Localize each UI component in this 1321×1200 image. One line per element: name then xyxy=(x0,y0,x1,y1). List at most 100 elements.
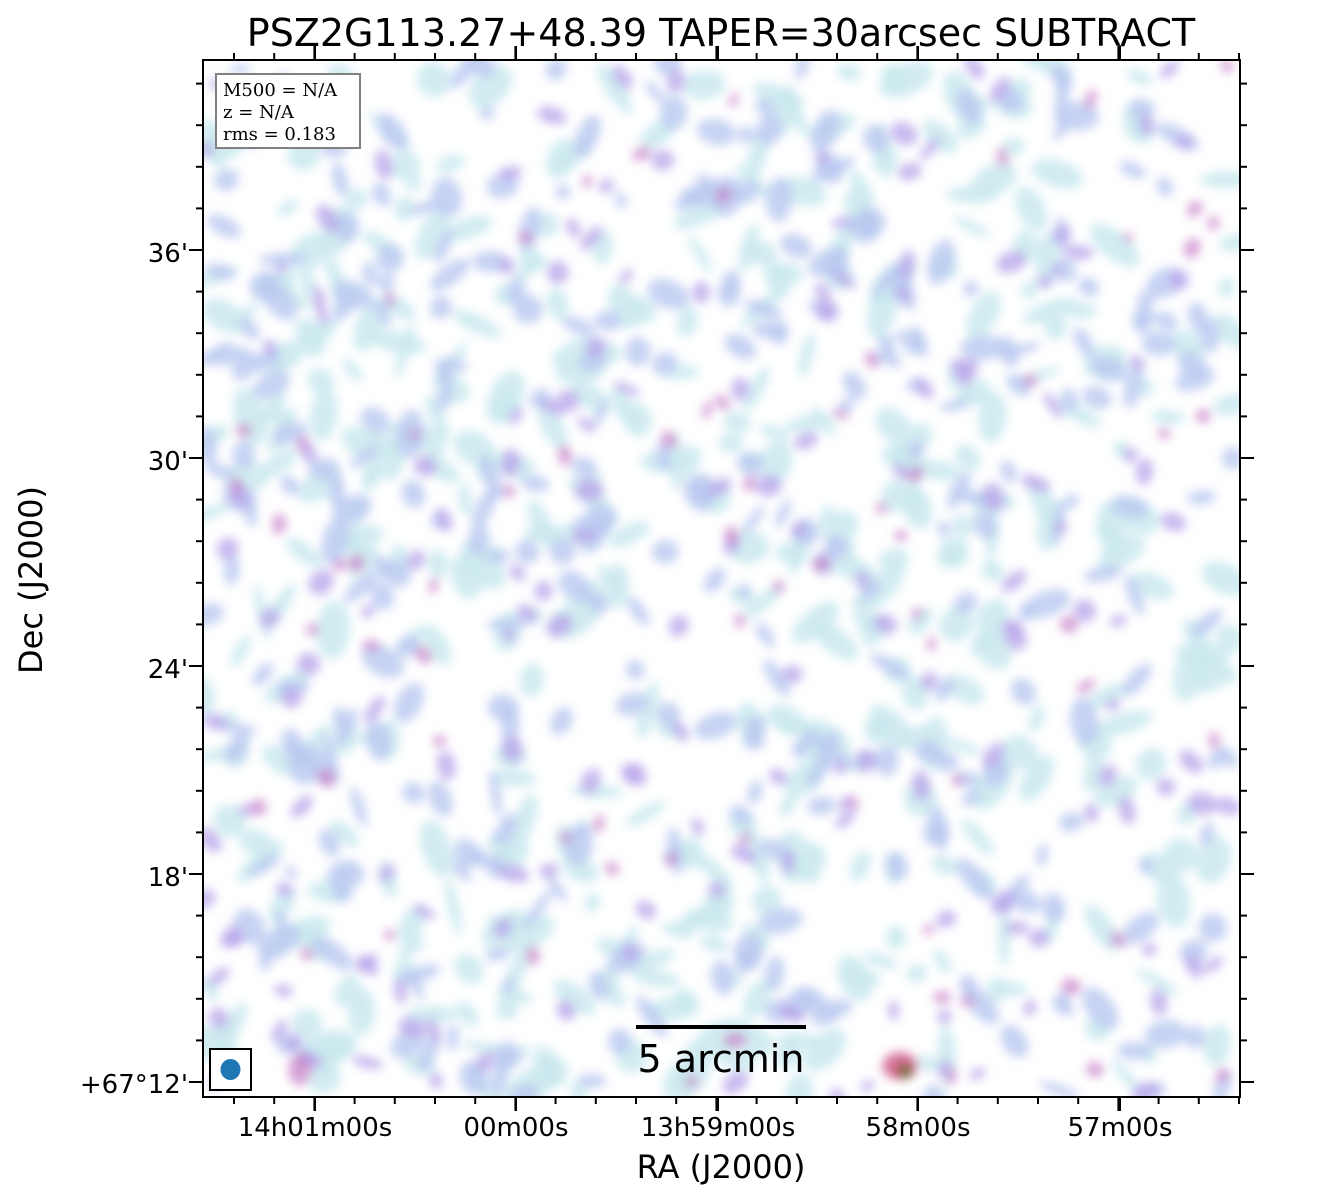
emission-blob xyxy=(1201,561,1240,597)
emission-blob xyxy=(755,622,776,648)
emission-blob xyxy=(1020,474,1051,493)
emission-blob xyxy=(454,953,484,985)
radio-image-field xyxy=(203,60,1240,1097)
emission-blob xyxy=(1182,1025,1207,1049)
emission-blob xyxy=(1198,913,1228,943)
emission-blob xyxy=(755,474,783,497)
emission-blob xyxy=(893,463,908,480)
emission-blob xyxy=(1001,735,1039,770)
emission-blob xyxy=(285,1033,303,1053)
x-tick-label: 00m00s xyxy=(463,1113,568,1143)
emission-blob xyxy=(806,769,822,787)
emission-blob xyxy=(360,406,390,434)
emission-blob xyxy=(660,430,678,449)
emission-blob xyxy=(539,862,559,879)
emission-blob xyxy=(822,999,854,1017)
y-axis-label: Dec (J2000) xyxy=(12,486,50,674)
emission-blob xyxy=(1162,837,1198,874)
emission-blob xyxy=(216,537,239,561)
emission-blob xyxy=(275,261,288,274)
emission-blob xyxy=(316,302,329,326)
emission-blob xyxy=(939,605,974,643)
emission-blob xyxy=(618,269,633,285)
emission-blob xyxy=(280,687,303,709)
emission-blob xyxy=(545,60,567,81)
emission-blob xyxy=(927,239,956,286)
emission-blob xyxy=(1156,873,1191,929)
emission-blob xyxy=(1144,1019,1187,1049)
emission-blob xyxy=(479,106,496,120)
emission-blob xyxy=(625,659,645,681)
emission-blob xyxy=(855,570,870,588)
emission-blob xyxy=(878,334,896,356)
emission-blob xyxy=(249,271,280,301)
emission-blob xyxy=(956,858,993,900)
emission-blob xyxy=(933,949,952,974)
emission-blob xyxy=(431,177,463,218)
emission-blob xyxy=(320,517,350,566)
emission-blob xyxy=(350,786,368,828)
emission-blob xyxy=(1072,599,1097,623)
emission-blob xyxy=(1023,588,1071,619)
emission-blob xyxy=(737,126,756,144)
emission-blob xyxy=(296,435,309,452)
y-tick-label: +67°12' xyxy=(80,1070,188,1100)
emission-blob xyxy=(1023,999,1037,1017)
emission-blob xyxy=(1191,608,1223,638)
emission-blob xyxy=(1183,237,1201,259)
emission-blob xyxy=(775,715,800,736)
emission-blob xyxy=(1203,1024,1231,1067)
emission-blob xyxy=(842,371,867,400)
info-rms: rms = 0.183 xyxy=(223,124,336,145)
emission-blob xyxy=(811,406,836,437)
emission-blob xyxy=(592,814,605,834)
emission-blob xyxy=(782,665,803,684)
emission-blob xyxy=(696,118,737,146)
emission-blob xyxy=(916,1054,940,1072)
emission-blob xyxy=(990,890,1016,915)
emission-blob xyxy=(1218,233,1240,252)
emission-blob xyxy=(539,398,564,416)
emission-blob xyxy=(1119,161,1147,179)
emission-blob xyxy=(978,392,1007,443)
emission-blob xyxy=(635,900,657,920)
emission-blob xyxy=(831,409,850,420)
y-tick-label: 24' xyxy=(148,655,188,685)
emission-blob xyxy=(1043,392,1063,419)
emission-blob xyxy=(982,482,1005,513)
emission-blob xyxy=(765,177,793,222)
emission-blob xyxy=(394,322,415,379)
emission-blob xyxy=(1014,890,1041,914)
emission-blob xyxy=(495,999,518,1020)
emission-blob xyxy=(1109,931,1126,948)
emission-blob xyxy=(661,922,693,939)
emission-blob xyxy=(622,943,638,962)
emission-blob xyxy=(1179,749,1204,774)
emission-blob xyxy=(435,507,453,533)
emission-blob xyxy=(1052,116,1071,141)
emission-blob xyxy=(435,362,453,389)
emission-blob xyxy=(989,76,1012,104)
emission-blob xyxy=(1131,1081,1160,1097)
emission-blob xyxy=(1081,987,1119,1030)
emission-blob xyxy=(676,307,699,337)
emission-blob xyxy=(1069,697,1099,746)
emission-blob xyxy=(943,736,982,756)
emission-blob xyxy=(738,832,752,845)
emission-blob xyxy=(377,274,395,292)
emission-blob xyxy=(311,935,353,971)
emission-blob xyxy=(556,389,580,413)
emission-blob xyxy=(378,864,396,883)
emission-blob xyxy=(572,456,597,478)
emission-blob xyxy=(815,151,830,165)
emission-blob xyxy=(273,984,294,997)
emission-blob xyxy=(764,956,785,992)
emission-blob xyxy=(888,1000,900,1021)
emission-blob xyxy=(1001,341,1041,359)
emission-blob xyxy=(1084,89,1097,110)
emission-blob xyxy=(396,964,441,985)
emission-blob xyxy=(718,433,744,453)
emission-blob xyxy=(734,613,746,629)
emission-blob xyxy=(763,261,790,299)
emission-blob xyxy=(516,604,538,623)
